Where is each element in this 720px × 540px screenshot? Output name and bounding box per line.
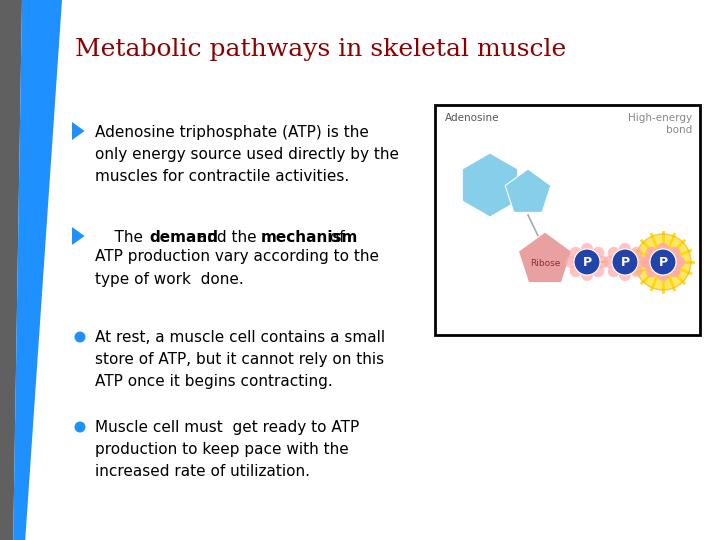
Circle shape — [641, 256, 653, 268]
Circle shape — [668, 247, 680, 259]
Circle shape — [608, 265, 620, 277]
Polygon shape — [0, 0, 22, 540]
Circle shape — [74, 422, 86, 433]
Text: demand: demand — [150, 230, 219, 245]
Text: P: P — [658, 256, 667, 269]
Circle shape — [657, 243, 669, 255]
Text: Adenosine: Adenosine — [445, 113, 500, 123]
Text: Muscle cell must  get ready to ATP
production to keep pace with the
increased ra: Muscle cell must get ready to ATP produc… — [95, 420, 359, 480]
Circle shape — [657, 243, 669, 255]
Circle shape — [646, 265, 657, 277]
Text: P: P — [621, 256, 629, 269]
Bar — [435, 105, 700, 335]
Bar — [435, 105, 700, 335]
Text: Adenosine triphosphate (ATP) is the
only energy source used directly by the
musc: Adenosine triphosphate (ATP) is the only… — [95, 125, 399, 184]
Circle shape — [641, 256, 653, 268]
Text: P: P — [658, 256, 667, 269]
Text: High-energy
bond: High-energy bond — [628, 113, 692, 136]
Circle shape — [635, 256, 647, 268]
Circle shape — [635, 234, 691, 290]
Text: Metabolic pathways in skeletal muscle: Metabolic pathways in skeletal muscle — [75, 38, 566, 61]
Polygon shape — [13, 0, 62, 540]
Circle shape — [570, 265, 582, 277]
Polygon shape — [505, 169, 551, 212]
Circle shape — [565, 256, 577, 268]
Circle shape — [657, 269, 669, 281]
Circle shape — [630, 265, 642, 277]
Circle shape — [657, 269, 669, 281]
Text: of: of — [325, 230, 345, 245]
Circle shape — [593, 247, 604, 259]
Text: mechanism: mechanism — [261, 230, 358, 245]
Text: ATP production vary according to the
type of work  done.: ATP production vary according to the typ… — [95, 249, 379, 287]
Circle shape — [673, 256, 685, 268]
Circle shape — [74, 332, 86, 342]
Circle shape — [668, 247, 680, 259]
Circle shape — [619, 269, 631, 281]
Circle shape — [603, 256, 615, 268]
Circle shape — [593, 265, 604, 277]
Circle shape — [581, 269, 593, 281]
Polygon shape — [518, 232, 572, 282]
Polygon shape — [72, 122, 85, 140]
Circle shape — [650, 249, 676, 275]
Text: Ribose: Ribose — [530, 259, 560, 267]
Circle shape — [581, 243, 593, 255]
Text: and the: and the — [192, 230, 266, 245]
Circle shape — [668, 265, 680, 277]
Circle shape — [619, 243, 631, 255]
Polygon shape — [462, 153, 518, 217]
Text: P: P — [582, 256, 592, 269]
Circle shape — [668, 265, 680, 277]
Text: At rest, a muscle cell contains a small
store of ATP, but it cannot rely on this: At rest, a muscle cell contains a small … — [95, 330, 385, 389]
Circle shape — [612, 249, 638, 275]
Polygon shape — [72, 227, 85, 245]
Circle shape — [570, 247, 582, 259]
Circle shape — [673, 256, 685, 268]
Circle shape — [646, 247, 657, 259]
Circle shape — [608, 247, 620, 259]
Circle shape — [646, 247, 657, 259]
Circle shape — [597, 256, 609, 268]
Circle shape — [650, 249, 676, 275]
Circle shape — [646, 265, 657, 277]
Circle shape — [630, 247, 642, 259]
Circle shape — [574, 249, 600, 275]
Text: The: The — [95, 230, 148, 245]
